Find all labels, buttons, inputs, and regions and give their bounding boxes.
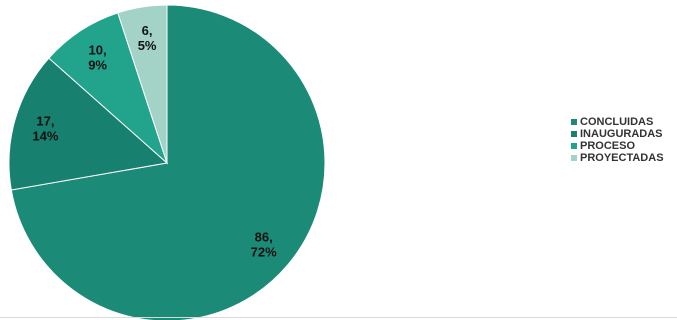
pie-slice-inauguradas (8, 57, 169, 191)
data-label-proyectadas: 6, 5% (138, 23, 157, 53)
data-label-concluidas: 86, 72% (251, 229, 277, 259)
legend-swatch (571, 119, 577, 125)
legend-item-proyectadas: PROYECTADAS (571, 152, 664, 164)
chart-bottom-divider (0, 317, 677, 318)
legend-swatch (571, 131, 577, 137)
pie-slice-concluidas (10, 4, 326, 320)
legend-label: PROCESO (580, 140, 636, 152)
chart-legend: CONCLUIDAS INAUGURADAS PROCESO PROYECTAD… (571, 116, 664, 164)
legend-label: CONCLUIDAS (580, 116, 654, 128)
pie-data-labels: 86, 72% 17, 14% 10, 9% 6, 5% (32, 23, 277, 259)
legend-item-inauguradas: INAUGURADAS (571, 128, 664, 140)
legend-swatch (571, 155, 577, 161)
legend-label: INAUGURADAS (580, 128, 663, 140)
legend-label: PROYECTADAS (580, 152, 664, 164)
legend-item-proceso: PROCESO (571, 140, 664, 152)
pie-slices (8, 4, 326, 320)
pie-slice-proyectadas (117, 4, 168, 164)
legend-swatch (571, 143, 577, 149)
data-label-inauguradas: 17, 14% (32, 113, 58, 143)
legend-item-concluidas: CONCLUIDAS (571, 116, 664, 128)
data-label-proceso: 10, 9% (88, 42, 107, 72)
